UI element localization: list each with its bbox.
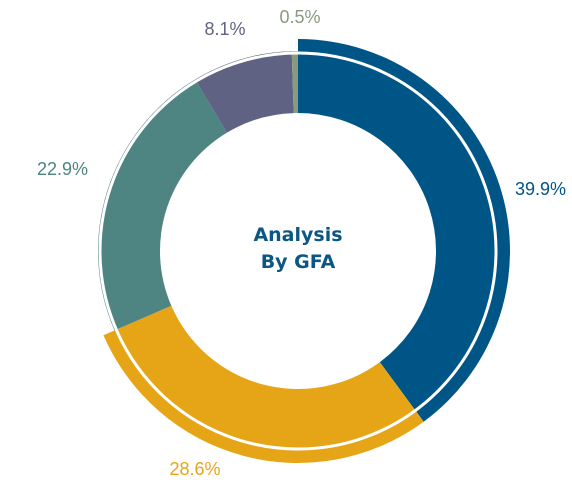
donut-segment xyxy=(195,51,294,133)
donut-segment xyxy=(97,79,228,331)
data-label: 28.6% xyxy=(169,459,220,479)
donut-segment xyxy=(291,51,298,114)
data-label: 39.9% xyxy=(515,179,566,199)
ring-line xyxy=(98,51,498,451)
data-label: 22.9% xyxy=(37,159,88,179)
data-label: 0.5% xyxy=(279,7,320,27)
center-title: Analysis By GFA xyxy=(253,224,343,273)
donut-segment xyxy=(103,305,424,464)
data-label: 8.1% xyxy=(204,19,245,39)
